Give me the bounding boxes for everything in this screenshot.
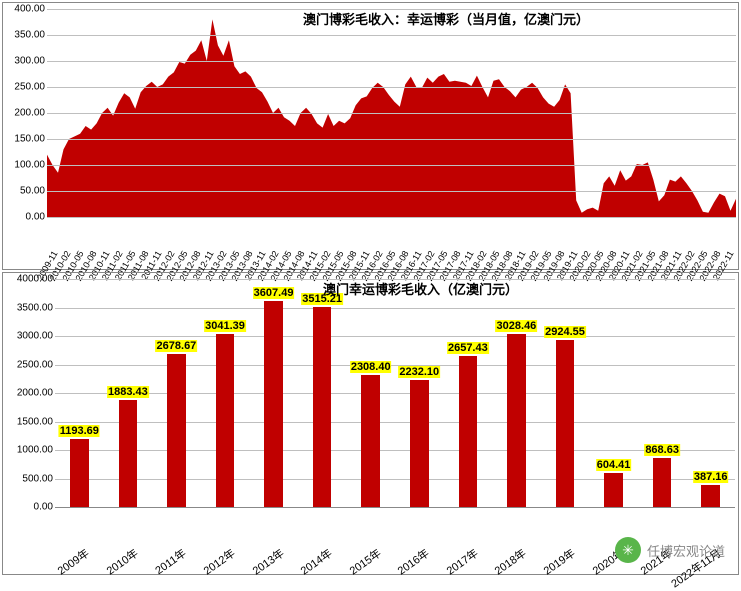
grid-line: [47, 113, 736, 114]
y-axis-label: 500.00: [5, 473, 53, 484]
y-axis-label: 2000.00: [5, 388, 53, 399]
grid-line: [55, 479, 735, 480]
bar: [410, 380, 428, 507]
y-axis-label: 150.00: [5, 134, 45, 145]
grid-line: [47, 139, 736, 140]
top-chart-title: 澳门博彩毛收入：幸运博彩（当月值，亿澳门元）: [303, 9, 589, 28]
y-axis-label: 300.00: [5, 56, 45, 67]
y-axis-label: 100.00: [5, 160, 45, 171]
bar: [313, 307, 331, 507]
bar-value-label: 2678.67: [156, 340, 198, 352]
bar: [459, 356, 477, 507]
bar: [216, 334, 234, 507]
top-plot-area: [47, 9, 736, 217]
bar: [167, 354, 185, 507]
grid-line: [55, 422, 735, 423]
x-axis-label: 2016年: [394, 545, 432, 578]
bottom-chart-title: 澳门幸运博彩毛收入（亿澳门元）: [323, 279, 518, 298]
watermark-text: 任博宏观论道: [647, 541, 725, 560]
x-axis-label: 2009年: [54, 545, 92, 578]
grid-line: [47, 191, 736, 192]
x-axis-label: 2015年: [346, 545, 384, 578]
x-axis-label: 2011年: [152, 545, 190, 578]
x-axis-label: 2017年: [443, 545, 481, 578]
bar-value-label: 868.63: [644, 444, 680, 456]
bar: [653, 458, 671, 508]
grid-line: [47, 61, 736, 62]
bar-value-label: 604.41: [596, 459, 632, 471]
grid-line: [47, 165, 736, 166]
y-axis-label: 400.00: [5, 4, 45, 15]
bar: [556, 340, 574, 507]
wechat-icon: ✳: [615, 537, 641, 563]
y-axis-label: 1500.00: [5, 416, 53, 427]
bar-value-label: 3041.39: [204, 320, 246, 332]
x-axis-label: 2010年: [103, 545, 141, 578]
y-axis-label: 0.00: [5, 212, 45, 223]
bar-value-label: 3607.49: [253, 287, 295, 299]
y-axis-label: 1000.00: [5, 445, 53, 456]
bar-value-label: 1883.43: [107, 386, 149, 398]
y-axis-label: 50.00: [5, 186, 45, 197]
bar-value-label: 2308.40: [350, 361, 392, 373]
bar-value-label: 2657.43: [447, 342, 489, 354]
x-axis-label: 2013年: [248, 545, 286, 578]
bar-value-label: 2924.55: [544, 326, 586, 338]
grid-line: [55, 336, 735, 337]
bar-value-label: 3028.46: [496, 320, 538, 332]
y-axis-label: 2500.00: [5, 359, 53, 370]
bar: [119, 400, 137, 507]
bar: [604, 473, 622, 507]
y-axis-label: 0.00: [5, 502, 53, 513]
y-axis-label: 3500.00: [5, 302, 53, 313]
x-axis-label: 2018年: [491, 545, 529, 578]
grid-line: [47, 87, 736, 88]
y-axis-label: 4000.00: [5, 274, 53, 285]
grid-line: [55, 450, 735, 451]
bar-value-label: 2232.10: [398, 366, 440, 378]
x-axis-label: 2019年: [540, 545, 578, 578]
x-axis-line: [55, 507, 735, 508]
y-axis-label: 200.00: [5, 108, 45, 119]
y-axis-label: 350.00: [5, 30, 45, 41]
bar-value-label: 387.16: [693, 471, 729, 483]
bar: [361, 375, 379, 507]
monthly-revenue-area-chart: 澳门博彩毛收入：幸运博彩（当月值，亿澳门元） 0.00 50.00 100.00 15…: [2, 2, 739, 270]
grid-line: [47, 35, 736, 36]
x-axis-label: 2014年: [297, 545, 335, 578]
watermark: ✳ 任博宏观论道: [615, 537, 725, 563]
grid-line: [55, 393, 735, 394]
y-axis-label: 250.00: [5, 82, 45, 93]
bar: [507, 334, 525, 507]
bar: [264, 301, 282, 507]
bar-value-label: 1193.69: [59, 425, 100, 437]
bar: [70, 439, 88, 507]
bar: [701, 485, 719, 507]
grid-line: [47, 217, 736, 218]
grid-line: [55, 365, 735, 366]
bottom-plot-area: 1193.691883.432678.673041.393607.493515.…: [55, 279, 735, 507]
area-path: [47, 19, 736, 217]
annual-revenue-bar-chart: 澳门幸运博彩毛收入（亿澳门元） 1193.69 1883.43 2678.67 304…: [2, 272, 739, 575]
x-axis-label: 2012年: [200, 545, 238, 578]
grid-line: [55, 308, 735, 309]
y-axis-label: 3000.00: [5, 331, 53, 342]
